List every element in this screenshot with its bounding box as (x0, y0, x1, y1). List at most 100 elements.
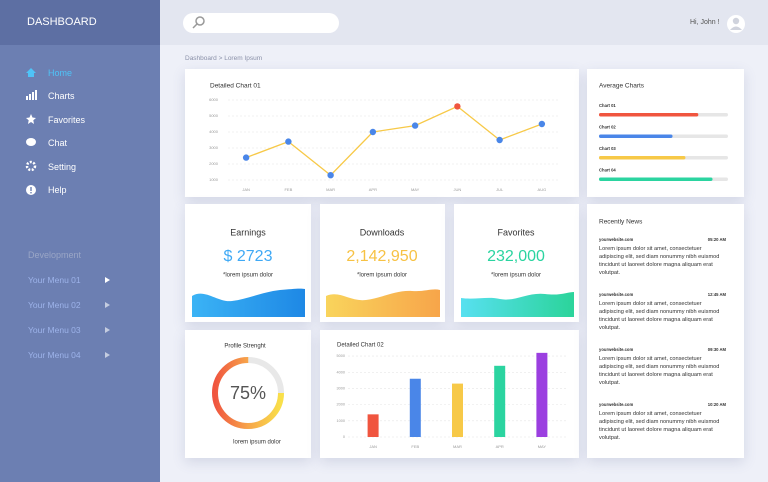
x-tick-label: FEB (284, 187, 292, 192)
x-tick-label: MAY (538, 444, 547, 449)
news-site: yourwebsite.com (599, 237, 633, 242)
news-title: Recently News (599, 219, 643, 226)
x-tick-label: JUL (496, 187, 504, 192)
breadcrumb: Dashboard > Lorem Ipsum (185, 55, 263, 62)
card (587, 204, 744, 458)
x-tick-label: MAY (411, 187, 420, 192)
point (327, 172, 334, 179)
news-time: 10:20 AM (708, 402, 727, 407)
point (369, 128, 377, 136)
bar-label: Chart 03 (599, 146, 616, 151)
stat-note: *lorem ipsum dolor (491, 273, 541, 279)
x-tick-label: JAN (242, 187, 250, 192)
search-box[interactable] (183, 13, 339, 33)
point (242, 154, 250, 161)
stat-title: Earnings (230, 227, 266, 237)
bar (494, 365, 506, 437)
stat-title: Downloads (360, 227, 405, 237)
stat-note: *lorem ipsum dolor (223, 273, 273, 279)
search-icon (192, 16, 205, 29)
card (185, 330, 311, 458)
news-site: yourwebsite.com (599, 347, 633, 352)
avatar[interactable] (727, 15, 745, 33)
menu-item[interactable]: Chat (48, 138, 68, 148)
submenu-item[interactable]: Your Menu 02 (28, 300, 81, 310)
wave (461, 292, 574, 317)
x-tick-label: JUN (453, 187, 461, 192)
x-tick-label: JAN (369, 444, 377, 449)
y-tick-label: 0 (343, 435, 345, 439)
icon-home (26, 68, 36, 77)
menu-item[interactable]: Help (48, 185, 67, 195)
point (454, 103, 461, 110)
news-time: 12:45 AM (708, 292, 727, 297)
news-text: Lorem ipsum dolor sit amet, consectetuer… (599, 246, 720, 276)
submenu-item[interactable]: Your Menu 04 (28, 350, 81, 360)
bar (536, 352, 548, 437)
y-tick-label: 2000 (209, 161, 219, 166)
chart-title: Detailed Chart 02 (337, 343, 384, 349)
stat-title: Favorites (497, 227, 535, 237)
icon-setting (25, 160, 37, 172)
y-tick-label: 4000 (337, 370, 345, 374)
ring-value (212, 357, 284, 429)
y-tick-label: 6000 (209, 97, 219, 102)
bar-label: Chart 01 (599, 103, 616, 108)
icon-help (26, 185, 36, 195)
news-time: 05:20 AM (708, 237, 727, 242)
menu-item[interactable]: Charts (48, 91, 75, 101)
point (538, 120, 546, 128)
menu-item[interactable]: Setting (48, 162, 77, 172)
bar (599, 156, 686, 160)
stat-value: 2,142,950 (346, 248, 417, 265)
y-tick-label: 5000 (337, 354, 345, 358)
bar (599, 177, 713, 181)
bar (367, 414, 379, 437)
x-tick-label: FEB (411, 444, 419, 449)
wave (192, 288, 305, 317)
app-title: DASHBOARD (27, 16, 97, 28)
icon-charts (26, 90, 37, 100)
section-label: Development (28, 250, 82, 260)
x-tick-label: APR (496, 444, 504, 449)
stat-value: 232,000 (487, 248, 545, 265)
wave (326, 289, 440, 317)
news-text: Lorem ipsum dolor sit amet, consectetuer… (599, 301, 720, 331)
news-site: yourwebsite.com (599, 402, 633, 407)
bar (409, 378, 421, 437)
point (411, 122, 419, 129)
line (245, 105, 543, 177)
chart-title: Profile Strenght (224, 344, 266, 350)
card (320, 330, 579, 458)
news-text: Lorem ipsum dolor sit amet, consectetuer… (599, 411, 720, 441)
y-tick-label: 1000 (209, 177, 219, 182)
icon-star (26, 114, 36, 124)
point (285, 138, 292, 145)
y-tick-label: 4000 (209, 129, 219, 134)
y-tick-label: 3000 (209, 145, 219, 150)
y-tick-label: 5000 (209, 113, 219, 118)
x-tick-label: APR (369, 187, 377, 192)
greeting: Hi, John ! (690, 19, 720, 26)
bar-label: Chart 04 (599, 168, 616, 173)
y-tick-label: 2000 (337, 403, 345, 407)
x-tick-label: MAR (326, 187, 335, 192)
y-tick-label: 1000 (337, 419, 345, 423)
menu-item[interactable]: Favorites (48, 115, 86, 125)
submenu-item[interactable]: Your Menu 01 (28, 275, 81, 285)
submenu-arrows (105, 277, 110, 358)
y-tick-label: 3000 (337, 386, 345, 390)
news-text: Lorem ipsum dolor sit amet, consectetuer… (599, 356, 720, 386)
submenu-item[interactable]: Your Menu 03 (28, 325, 81, 335)
value-label: 75% (230, 383, 266, 403)
stat-value: $ 2723 (224, 248, 273, 265)
sidebar-header (0, 0, 160, 45)
menu-item[interactable]: Home (48, 68, 73, 78)
icon-chat (26, 138, 36, 146)
sidebar (0, 0, 160, 482)
news-time: 09:30 AM (708, 347, 727, 352)
card (185, 69, 579, 197)
x-tick-label: MAR (453, 444, 462, 449)
